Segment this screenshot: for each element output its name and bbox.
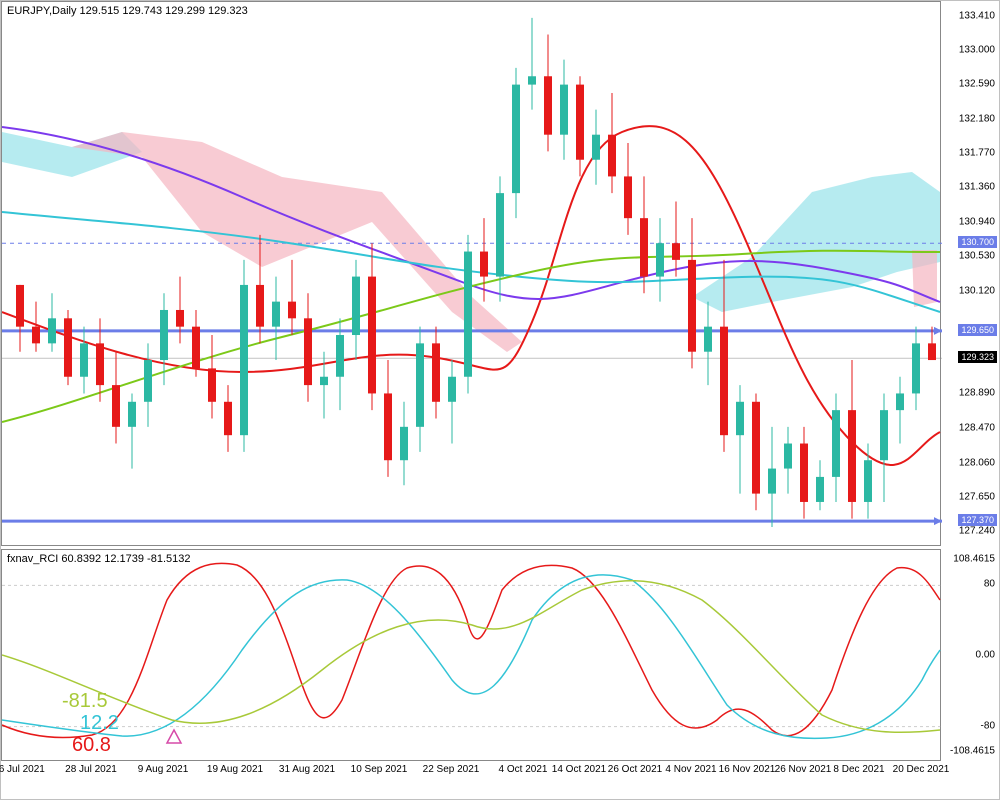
- x-tick-label: 26 Oct 2021: [608, 764, 662, 775]
- main-price-chart[interactable]: EURJPY,Daily 129.515 129.743 129.299 129…: [1, 1, 941, 546]
- y-tick-label: 130.120: [959, 285, 995, 296]
- chart-container: EURJPY,Daily 129.515 129.743 129.299 129…: [0, 0, 1000, 800]
- indicator-y-tick: 0.00: [976, 650, 995, 661]
- y-tick-label: 133.000: [959, 45, 995, 56]
- x-tick-label: 22 Sep 2021: [423, 764, 480, 775]
- y-tick-label: 130.940: [959, 217, 995, 228]
- y-tick-label: 131.360: [959, 182, 995, 193]
- indicator-y-tick: -80: [981, 720, 995, 731]
- price-tag: 129.650: [958, 324, 997, 336]
- x-axis: 16 Jul 2021 28 Jul 2021 9 Aug 2021 19 Aug 2…: [1, 759, 941, 799]
- indicator-y-axis: -108.4615 -80 0.00 80 108.4615: [939, 549, 999, 761]
- x-tick-label: 26 Nov 2021: [775, 764, 832, 775]
- indicator-title: fxnav_RCI 60.8392 12.1739 -81.5132: [7, 553, 190, 565]
- x-tick-label: 16 Jul 2021: [0, 764, 45, 775]
- indicator-value: 12.2: [80, 712, 119, 735]
- main-y-axis: 127.240 127.650 128.060 128.470 128.890 129.3…: [939, 1, 999, 546]
- y-tick-label: 130.530: [959, 251, 995, 262]
- indicator-y-tick: 108.4615: [953, 554, 995, 565]
- y-tick-label: 132.180: [959, 113, 995, 124]
- x-tick-label: 4 Nov 2021: [665, 764, 716, 775]
- x-tick-label: 19 Aug 2021: [207, 764, 263, 775]
- x-tick-label: 20 Dec 2021: [893, 764, 950, 775]
- price-tag: 130.700: [958, 236, 997, 248]
- y-tick-label: 128.890: [959, 388, 995, 399]
- y-tick-label: 133.410: [959, 11, 995, 22]
- x-tick-label: 9 Aug 2021: [138, 764, 189, 775]
- x-tick-label: 16 Nov 2021: [719, 764, 776, 775]
- indicator-value: 60.8: [72, 734, 111, 757]
- y-tick-label: 127.240: [959, 526, 995, 537]
- y-tick-label: 128.470: [959, 423, 995, 434]
- current-price-tag: 129.323: [958, 351, 997, 363]
- indicator-chart-svg: [2, 550, 942, 762]
- y-tick-label: 128.060: [959, 457, 995, 468]
- main-chart-svg: [2, 2, 942, 547]
- chart-title: EURJPY,Daily 129.515 129.743 129.299 129…: [7, 5, 248, 17]
- y-tick-label: 127.650: [959, 491, 995, 502]
- x-tick-label: 14 Oct 2021: [552, 764, 606, 775]
- indicator-chart[interactable]: fxnav_RCI 60.8392 12.1739 -81.5132 -81.5…: [1, 549, 941, 761]
- y-tick-label: 131.770: [959, 147, 995, 158]
- x-tick-label: 28 Jul 2021: [65, 764, 117, 775]
- indicator-value: -81.5: [62, 690, 108, 713]
- x-tick-label: 31 Aug 2021: [279, 764, 335, 775]
- x-tick-label: 8 Dec 2021: [833, 764, 884, 775]
- indicator-y-tick: -108.4615: [950, 746, 995, 757]
- price-tag: 127.370: [958, 514, 997, 526]
- y-tick-label: 132.590: [959, 79, 995, 90]
- x-tick-label: 10 Sep 2021: [351, 764, 408, 775]
- x-tick-label: 4 Oct 2021: [499, 764, 548, 775]
- indicator-y-tick: 80: [984, 579, 995, 590]
